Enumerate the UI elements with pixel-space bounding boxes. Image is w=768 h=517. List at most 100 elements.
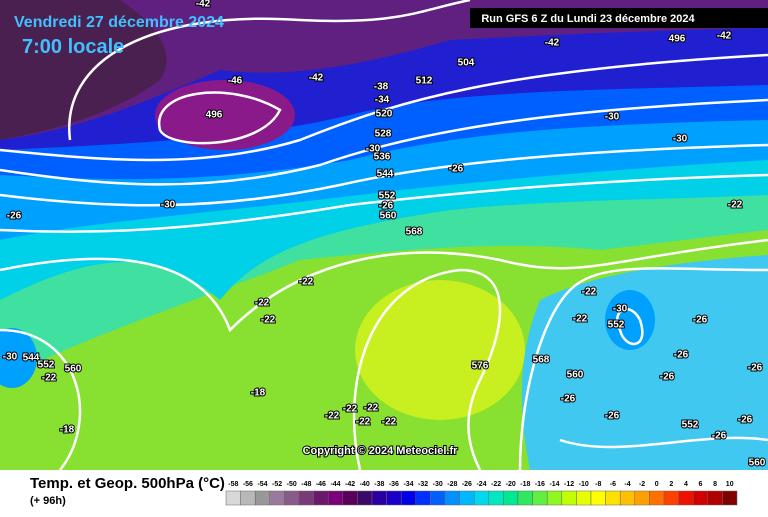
scale-swatch xyxy=(663,490,679,506)
scale-label: -34 xyxy=(403,481,413,488)
contour-label: 552 xyxy=(379,191,396,202)
scale-swatch xyxy=(430,490,446,506)
band xyxy=(521,255,768,470)
scale-swatch xyxy=(415,490,431,506)
scale-swatch xyxy=(357,490,373,506)
scale-label: -54 xyxy=(257,481,267,488)
cold-core xyxy=(0,328,37,388)
contour-label: -22 xyxy=(382,417,397,428)
contour-label: -42 xyxy=(717,31,732,42)
contour-label: -22 xyxy=(364,403,379,414)
run-info: Run GFS 6 Z du Lundi 23 décembre 2024 xyxy=(481,13,695,25)
contours xyxy=(0,0,768,471)
scale-label: 4 xyxy=(684,481,688,488)
scale-label: -26 xyxy=(462,481,472,488)
scale-swatch xyxy=(400,490,417,506)
scale-swatch xyxy=(225,490,241,506)
contour-label: 544 xyxy=(23,353,40,364)
scale-swatch xyxy=(649,490,665,506)
scale-swatch xyxy=(459,490,475,506)
contour-label: -22 xyxy=(261,315,276,326)
scale-swatch xyxy=(473,490,490,506)
contour-label: -22 xyxy=(728,200,743,211)
valid-time: 7:00 locale xyxy=(22,36,124,58)
scale-label: -8 xyxy=(595,481,601,488)
band xyxy=(0,0,768,140)
contour-label: 520 xyxy=(376,109,393,120)
contour-label: -26 xyxy=(693,315,708,326)
scale-swatch xyxy=(692,490,709,506)
contour-label: -18 xyxy=(60,425,75,436)
band xyxy=(0,0,167,140)
contour-label: -30 xyxy=(366,144,381,155)
scale-label: -20 xyxy=(506,481,516,488)
lead-time: (+ 96h) xyxy=(30,495,66,507)
contour-label: -26 xyxy=(674,350,689,361)
scale-swatch xyxy=(546,490,563,506)
scale-swatch xyxy=(561,490,577,506)
contour-label: -22 xyxy=(582,287,597,298)
contour-label: 552 xyxy=(608,320,625,331)
contour-label: -26 xyxy=(660,372,675,383)
contour-label: -26 xyxy=(712,431,727,442)
contour-label: 552 xyxy=(682,420,699,431)
scale-swatch xyxy=(269,490,285,506)
scale-swatch xyxy=(371,490,387,506)
cold-core xyxy=(155,80,295,150)
scale-swatch xyxy=(284,490,300,506)
contour-label: 512 xyxy=(416,76,433,87)
contour-label: 576 xyxy=(472,361,489,372)
contour-label: 568 xyxy=(533,355,550,366)
contour-label: -26 xyxy=(738,415,753,426)
scale-swatch xyxy=(327,490,344,506)
contour-label: -22 xyxy=(356,417,371,428)
scale-label: -42 xyxy=(345,481,355,488)
contour-label: -26 xyxy=(449,164,464,175)
contour-label: -42 xyxy=(309,73,324,84)
scale-label: -36 xyxy=(389,481,399,488)
contour-label: -22 xyxy=(255,298,270,309)
contour-label: 536 xyxy=(374,152,391,163)
contour-label: -30 xyxy=(3,352,18,363)
scale-label: -52 xyxy=(272,481,282,488)
scale-label: -48 xyxy=(301,481,311,488)
contour-label: -22 xyxy=(299,277,314,288)
scale-label: 10 xyxy=(726,481,734,488)
scale-label: -44 xyxy=(330,481,340,488)
contour-label: 560 xyxy=(65,364,82,375)
contour-label: -30 xyxy=(605,112,620,123)
warm-area xyxy=(355,280,525,420)
contour-label: -34 xyxy=(375,95,390,106)
scale-label: -28 xyxy=(447,481,457,488)
contour-label: -30 xyxy=(161,200,176,211)
contour-label: 496 xyxy=(669,34,686,45)
scale-swatch xyxy=(532,490,548,506)
contour-label: -22 xyxy=(343,404,358,415)
scale-label: -18 xyxy=(520,481,530,488)
scale-swatch xyxy=(488,490,504,506)
scale-swatch xyxy=(634,490,650,506)
scale-swatch xyxy=(254,490,271,506)
scale-label: -40 xyxy=(360,481,370,488)
contour-label: -26 xyxy=(379,201,394,212)
contour-label: -18 xyxy=(251,388,266,399)
scale-swatch xyxy=(707,490,723,506)
contour-label: 496 xyxy=(206,110,223,121)
scale-label: -6 xyxy=(610,481,616,488)
scale-label: -30 xyxy=(433,481,443,488)
contour-label: -46 xyxy=(228,76,243,87)
contour-label: -42 xyxy=(545,38,560,49)
scale-label: -46 xyxy=(316,481,326,488)
scale-swatch xyxy=(503,490,519,506)
scale-label: -24 xyxy=(476,481,486,488)
scale-label: 0 xyxy=(655,481,659,488)
contour-label: -26 xyxy=(7,211,22,222)
valid-date: Vendredi 27 décembre 2024 xyxy=(14,14,224,31)
scale-swatch xyxy=(590,490,606,506)
contour-label: 560 xyxy=(749,458,766,469)
scale-label: -16 xyxy=(535,481,545,488)
scale-swatch xyxy=(722,490,738,506)
scale-label: -12 xyxy=(564,481,574,488)
scale-label: -4 xyxy=(624,481,630,488)
scale-label: -14 xyxy=(549,481,559,488)
